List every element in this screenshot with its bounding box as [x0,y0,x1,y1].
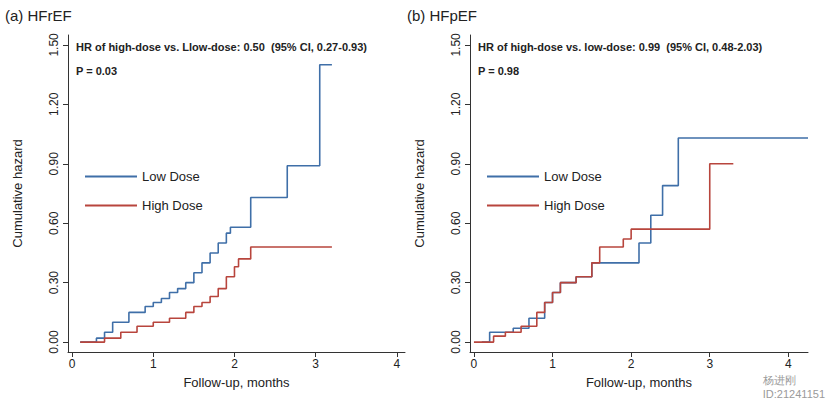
svg-text:0.60: 0.60 [47,211,61,235]
svg-text:1: 1 [549,357,556,371]
svg-text:Follow-up, months: Follow-up, months [183,375,290,390]
svg-text:4: 4 [394,357,401,371]
svg-text:Follow-up, months: Follow-up, months [586,375,693,390]
svg-text:4: 4 [785,357,792,371]
svg-text:0: 0 [69,357,76,371]
svg-text:P = 0.03: P = 0.03 [76,65,117,77]
svg-text:1.50: 1.50 [47,33,61,57]
svg-text:1.50: 1.50 [449,33,463,57]
svg-text:0.00: 0.00 [449,330,463,354]
svg-text:1.20: 1.20 [449,92,463,116]
svg-text:1: 1 [150,357,157,371]
svg-text:3: 3 [312,357,319,371]
svg-text:0.90: 0.90 [449,152,463,176]
svg-text:3: 3 [706,357,713,371]
svg-text:杨进刚: 杨进刚 [762,374,796,386]
svg-text:0.30: 0.30 [47,271,61,295]
svg-text:High Dose: High Dose [142,198,203,213]
svg-text:(a) HFrEF: (a) HFrEF [5,7,72,24]
svg-text:0.00: 0.00 [47,330,61,354]
svg-text:High Dose: High Dose [544,198,605,213]
svg-text:Low Dose: Low Dose [544,169,602,184]
svg-text:0.90: 0.90 [47,152,61,176]
svg-text:(b) HFpEF: (b) HFpEF [407,7,477,24]
svg-text:1.20: 1.20 [47,92,61,116]
svg-text:0.60: 0.60 [449,211,463,235]
svg-text:2: 2 [231,357,238,371]
svg-text:Cumulative hazard: Cumulative hazard [10,139,25,247]
svg-text:HR of high-dose vs. low-dose:: HR of high-dose vs. low-dose: 0.99 (95% … [478,41,763,53]
svg-text:ID:21241151: ID:21241151 [763,388,825,400]
svg-text:Low Dose: Low Dose [142,169,200,184]
svg-text:0: 0 [471,357,478,371]
svg-text:HR of high-dose vs. Llow-dose:: HR of high-dose vs. Llow-dose: 0.50 (95%… [76,41,367,53]
svg-text:0.30: 0.30 [449,271,463,295]
svg-text:2: 2 [628,357,635,371]
svg-text:P = 0.98: P = 0.98 [478,65,519,77]
svg-text:Cumulative hazard: Cumulative hazard [412,139,427,247]
